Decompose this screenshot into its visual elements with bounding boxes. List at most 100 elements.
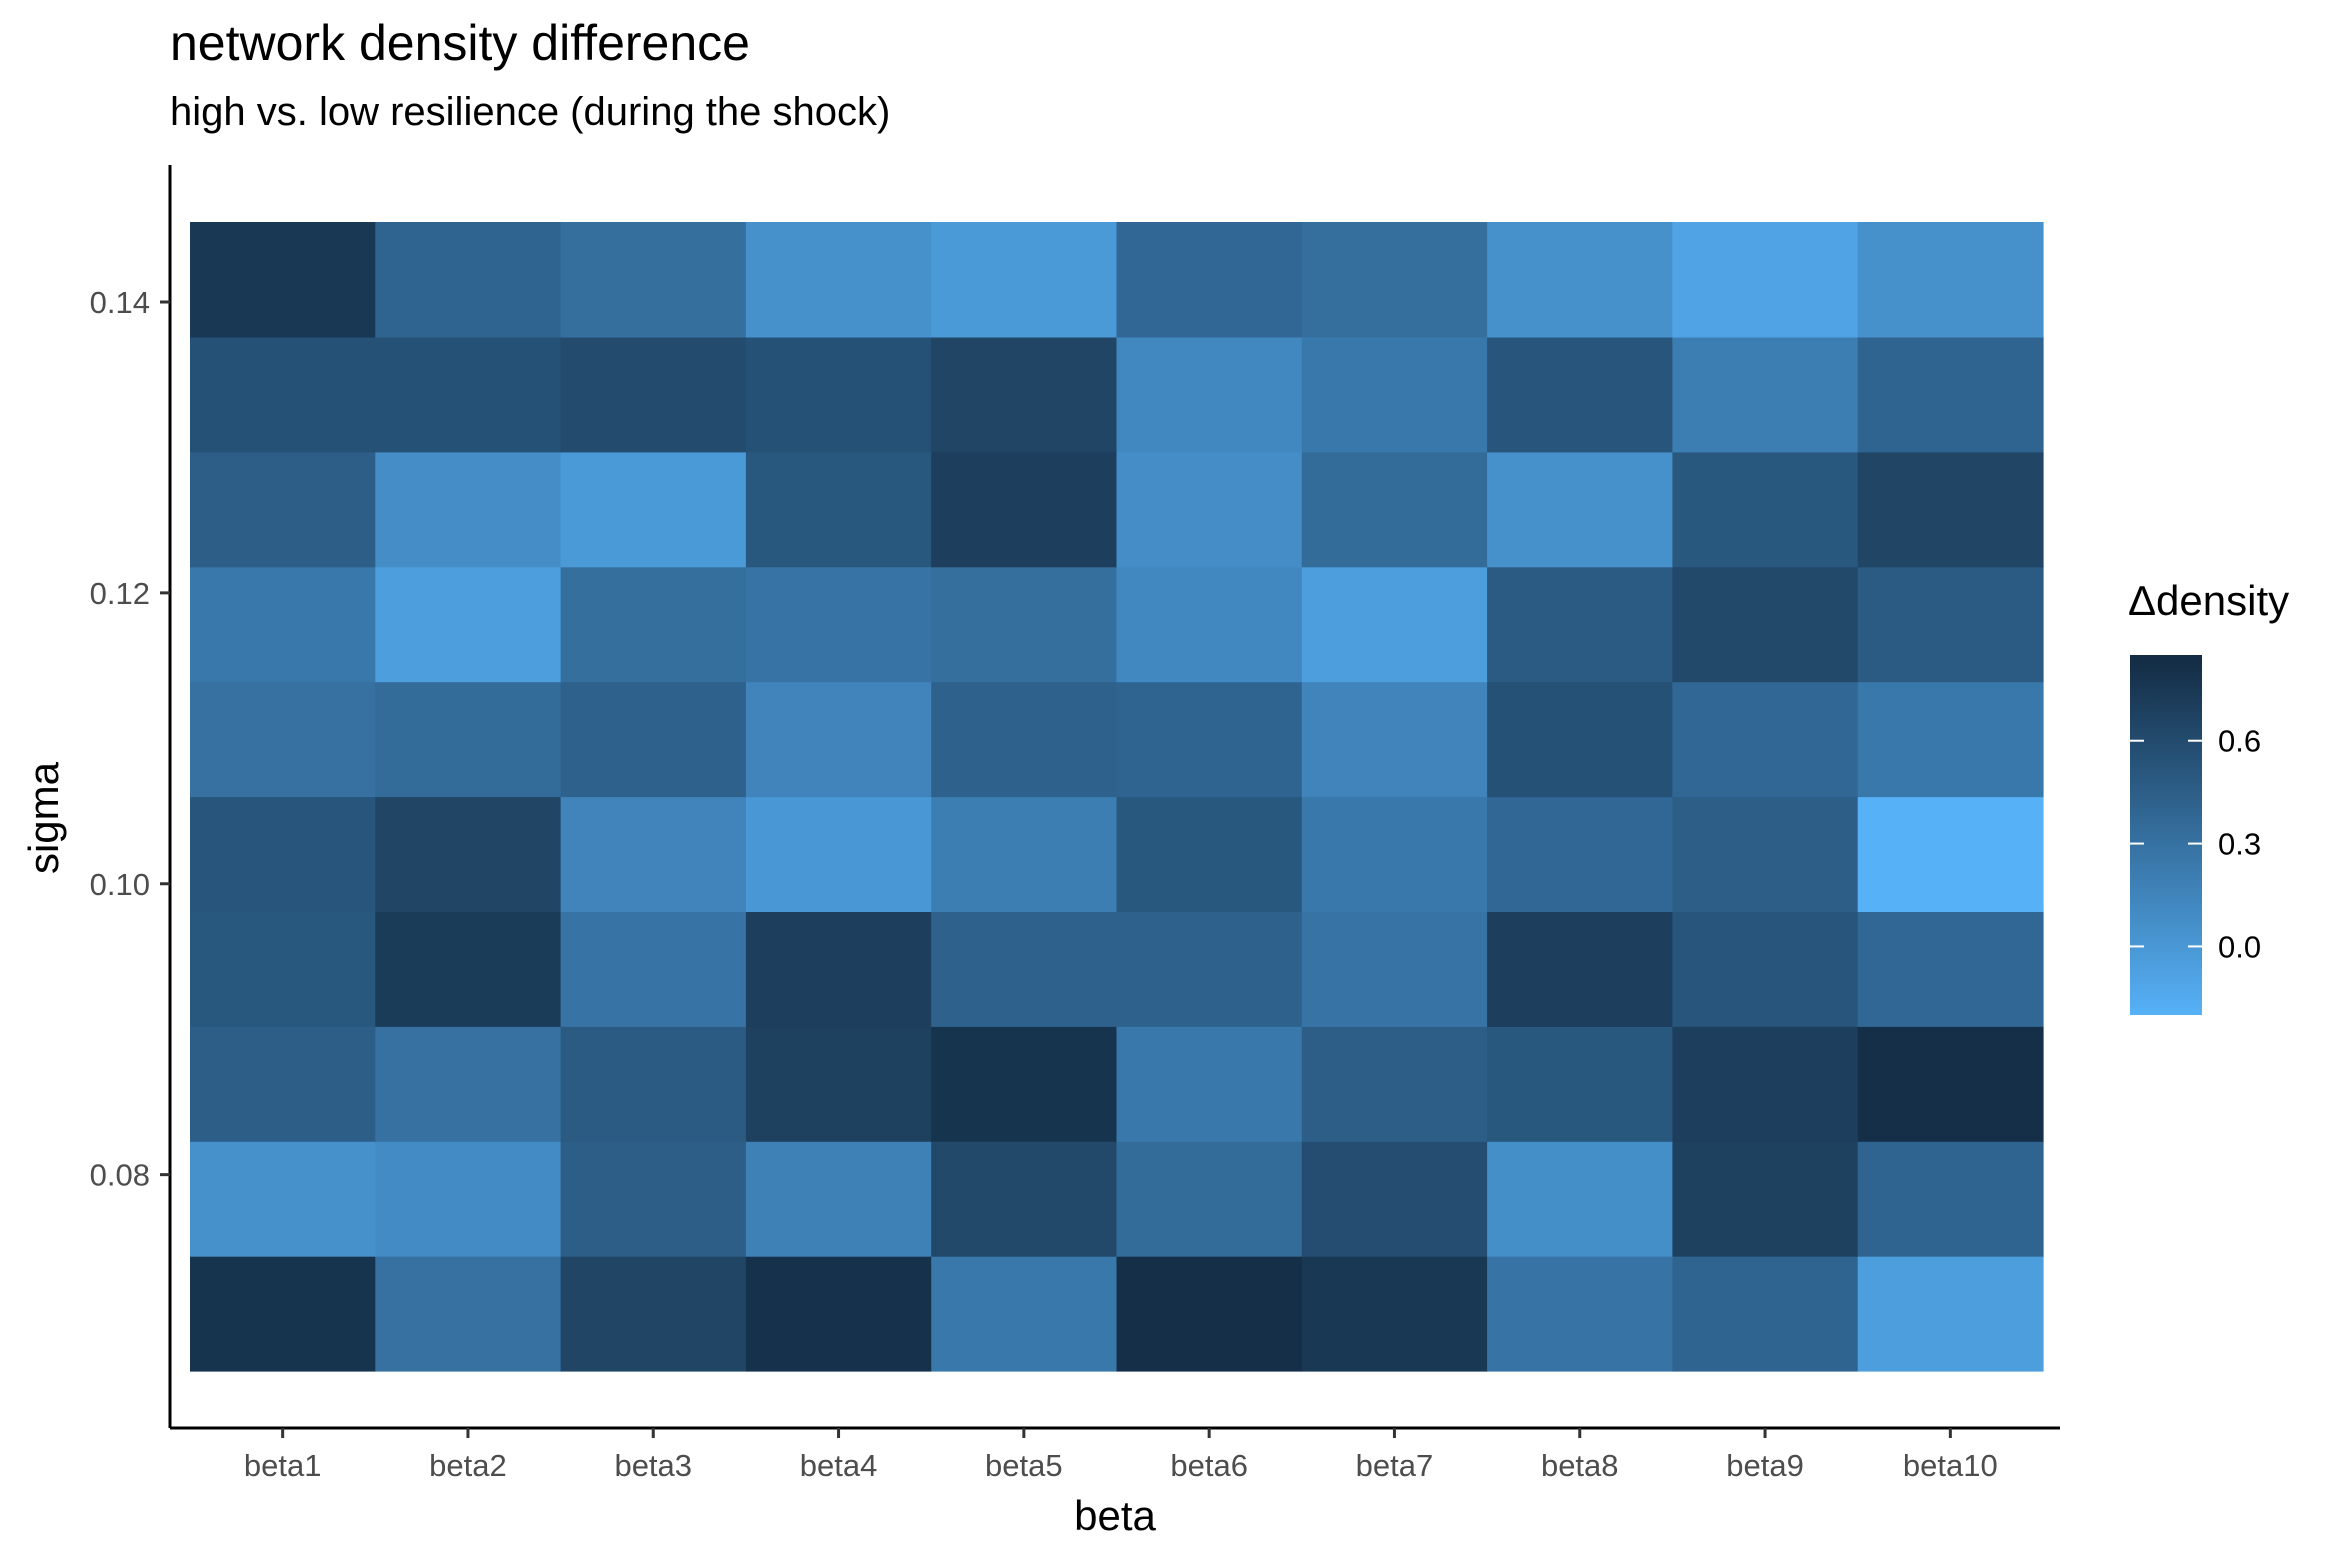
- x-tick-label: beta8: [1541, 1448, 1619, 1483]
- chart-title: network density difference: [170, 15, 750, 71]
- heatmap-cell: [375, 1026, 562, 1142]
- legend-tick-label: 0.0: [2218, 929, 2261, 964]
- legend: Δdensity 0.0 0.3 0.6: [2128, 577, 2289, 1015]
- heatmap-cell: [190, 1026, 376, 1142]
- heatmap-cell: [1672, 222, 1859, 338]
- x-axis-ticks: beta1 beta2 beta3 beta4 beta5 beta6 beta7 beta8…: [244, 1428, 1998, 1483]
- y-tick-label: 0.14: [90, 285, 150, 320]
- heatmap-cell: [560, 1141, 747, 1257]
- heatmap-cell: [745, 1141, 932, 1257]
- heatmap-cell: [560, 681, 747, 798]
- legend-tick-label: 0.3: [2218, 827, 2261, 862]
- heatmap-cell: [1487, 1026, 1673, 1142]
- heatmap-cell: [1116, 1256, 1303, 1372]
- heatmap-cell: [1487, 681, 1673, 798]
- y-axis-label: sigma: [20, 761, 67, 874]
- legend-colorbar: [2130, 655, 2202, 1015]
- heatmap-cell: [1857, 1256, 2044, 1372]
- heatmap-cell: [375, 336, 562, 453]
- heatmap-cell: [1857, 911, 2044, 1027]
- heatmap-cell: [1672, 1141, 1859, 1257]
- heatmap-cell: [931, 451, 1118, 568]
- heatmap-cell: [1301, 911, 1488, 1027]
- heatmap-cell: [560, 1026, 747, 1142]
- heatmap-cell: [1301, 796, 1488, 912]
- heatmap-cell: [1487, 566, 1673, 683]
- heatmap-cell: [190, 451, 376, 568]
- x-tick-label: beta2: [429, 1448, 507, 1483]
- heatmap-cell: [1116, 451, 1303, 568]
- heatmap-cell: [931, 1141, 1118, 1257]
- heatmap-cell: [1857, 566, 2044, 683]
- x-tick-label: beta10: [1903, 1448, 1998, 1483]
- heatmap-cell: [931, 1256, 1118, 1372]
- heatmap-cell: [931, 681, 1118, 798]
- heatmap-cell: [1672, 1026, 1859, 1142]
- heatmap-cell: [1672, 681, 1859, 798]
- heatmap-cell: [1487, 336, 1673, 453]
- heatmap-cell: [190, 681, 376, 798]
- heatmap-cell: [1116, 1026, 1303, 1142]
- heatmap-cell: [745, 1026, 932, 1142]
- legend-title: Δdensity: [2128, 577, 2289, 624]
- heatmap-cell: [1672, 451, 1859, 568]
- heatmap-cell: [190, 911, 376, 1027]
- heatmap-cells: [190, 222, 2044, 1372]
- heatmap-cell: [1301, 451, 1488, 568]
- heatmap-cell: [1116, 336, 1303, 453]
- heatmap-cell: [560, 222, 747, 338]
- heatmap-cell: [375, 566, 562, 683]
- legend-ticks: 0.0 0.3 0.6: [2130, 724, 2261, 964]
- x-tick-label: beta4: [800, 1448, 878, 1483]
- heatmap-cell: [1301, 1026, 1488, 1142]
- heatmap-cell: [1857, 681, 2044, 798]
- heatmap-cell: [1487, 222, 1673, 338]
- heatmap-cell: [375, 1256, 562, 1372]
- y-tick-label: 0.10: [90, 867, 150, 902]
- heatmap-cell: [560, 451, 747, 568]
- heatmap-cell: [1116, 222, 1303, 338]
- heatmap-cell: [1672, 336, 1859, 453]
- heatmap-cell: [375, 222, 562, 338]
- heatmap-cell: [745, 566, 932, 683]
- chart-subtitle: high vs. low resilience (during the shoc…: [170, 90, 891, 134]
- heatmap-cell: [1857, 222, 2044, 338]
- y-axis-ticks: 0.08 0.10 0.12 0.14: [90, 285, 170, 1193]
- x-tick-label: beta1: [244, 1448, 322, 1483]
- heatmap-cell: [745, 336, 932, 453]
- heatmap-cell: [1672, 1256, 1859, 1372]
- heatmap-cell: [190, 336, 376, 453]
- heatmap-cell: [745, 222, 932, 338]
- x-tick-label: beta3: [614, 1448, 692, 1483]
- heatmap-cell: [1487, 451, 1673, 568]
- heatmap-cell: [190, 566, 376, 683]
- x-tick-label: beta9: [1726, 1448, 1804, 1483]
- heatmap-cell: [1857, 451, 2044, 568]
- heatmap-cell: [190, 222, 376, 338]
- heatmap-cell: [1857, 1141, 2044, 1257]
- heatmap-cell: [190, 1256, 376, 1372]
- heatmap-cell: [1487, 1141, 1673, 1257]
- heatmap-cell: [1301, 222, 1488, 338]
- heatmap-cell: [745, 681, 932, 798]
- heatmap-cell: [745, 911, 932, 1027]
- heatmap-cell: [375, 451, 562, 568]
- heatmap-cell: [1301, 336, 1488, 453]
- heatmap-cell: [560, 1256, 747, 1372]
- heatmap-cell: [560, 796, 747, 912]
- heatmap-cell: [931, 336, 1118, 453]
- heatmap-cell: [931, 796, 1118, 912]
- heatmap-cell: [1116, 796, 1303, 912]
- x-tick-label: beta7: [1356, 1448, 1434, 1483]
- heatmap-cell: [560, 566, 747, 683]
- heatmap-cell: [1857, 1026, 2044, 1142]
- heatmap-cell: [931, 222, 1118, 338]
- y-tick-label: 0.12: [90, 576, 150, 611]
- heatmap-cell: [375, 681, 562, 798]
- heatmap-cell: [1301, 681, 1488, 798]
- x-axis-label: beta: [1074, 1492, 1156, 1539]
- heatmap-cell: [931, 1026, 1118, 1142]
- heatmap-cell: [931, 911, 1118, 1027]
